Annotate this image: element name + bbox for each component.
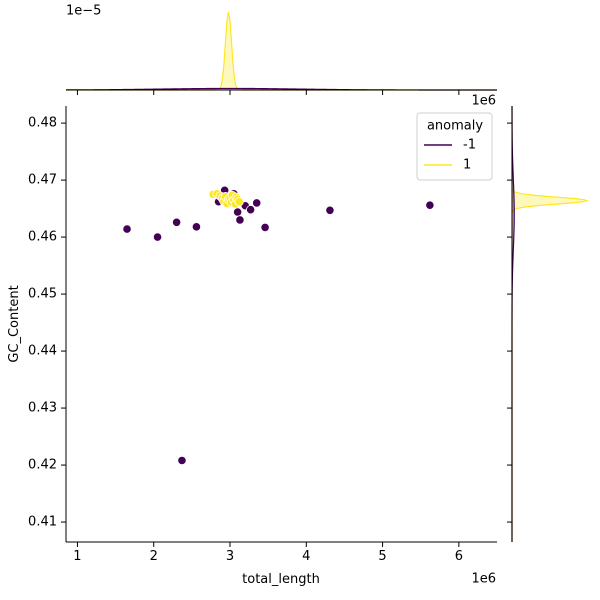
- top-kde-line-normal: [66, 11, 497, 91]
- scatter-points: [122, 185, 435, 466]
- scatter-point-anomaly: [122, 224, 132, 234]
- x-tick-label: 6: [455, 549, 463, 564]
- scatter-point-normal: [234, 197, 244, 207]
- legend-label-neg1: -1: [463, 138, 476, 153]
- scatter-point-anomaly: [233, 207, 243, 217]
- legend: anomaly -1 1: [416, 112, 493, 181]
- x-tick-label: 2: [150, 549, 158, 564]
- y-axis-label: GC_Content: [7, 285, 22, 362]
- scatter-point-anomaly: [172, 217, 182, 227]
- y-tick-label: 0.44: [28, 344, 57, 359]
- top-kde-fill-normal: [66, 12, 497, 90]
- x-axis-ticks: 1 2 3 4 5 6: [73, 542, 463, 564]
- scatter-point-anomaly: [235, 215, 245, 225]
- right-marginal-kde: [511, 105, 589, 542]
- x-axis-offset-label: 1e6: [471, 572, 496, 587]
- scatter-point-anomaly: [177, 455, 187, 466]
- scatter-point-anomaly: [325, 205, 335, 215]
- right-kde-line-normal: [511, 106, 589, 542]
- x-tick-label: 3: [226, 549, 234, 564]
- y-axis-ticks: 0.41 0.42 0.43 0.44 0.45 0.46 0.47 0.48: [28, 116, 66, 530]
- scatter-point-anomaly: [191, 222, 202, 232]
- y-tick-label: 0.46: [28, 230, 57, 245]
- scatter-point-anomaly: [152, 232, 163, 242]
- x-axis-label: total_length: [242, 572, 320, 587]
- scatter-point-anomaly: [260, 222, 270, 232]
- right-marginal-offset-label: 1e6: [471, 94, 496, 109]
- top-marginal-axes: 1e−5: [66, 4, 497, 95]
- right-marginal-axes: 1e6: [471, 94, 589, 542]
- legend-frame: [416, 112, 493, 181]
- right-marginal-ticks: [507, 122, 512, 523]
- scatter-point-anomaly: [425, 200, 435, 210]
- top-marginal-offset-label: 1e−5: [66, 4, 101, 19]
- legend-label-1: 1: [463, 158, 471, 173]
- y-tick-label: 0.42: [28, 458, 57, 473]
- y-tick-label: 0.47: [28, 173, 57, 188]
- y-tick-label: 0.48: [28, 116, 57, 131]
- y-tick-label: 0.41: [28, 515, 57, 530]
- y-tick-label: 0.43: [28, 401, 57, 416]
- x-tick-label: 5: [378, 549, 386, 564]
- scatter-point-anomaly: [252, 198, 262, 208]
- y-tick-label: 0.45: [28, 287, 57, 302]
- x-tick-label: 4: [302, 549, 310, 564]
- legend-title: anomaly: [427, 119, 483, 134]
- scatter-point-anomaly: [246, 205, 256, 215]
- x-tick-label: 1: [73, 549, 81, 564]
- right-kde-fill-normal: [512, 106, 587, 542]
- top-marginal-ticks: [76, 90, 460, 95]
- top-marginal-kde: [66, 11, 497, 91]
